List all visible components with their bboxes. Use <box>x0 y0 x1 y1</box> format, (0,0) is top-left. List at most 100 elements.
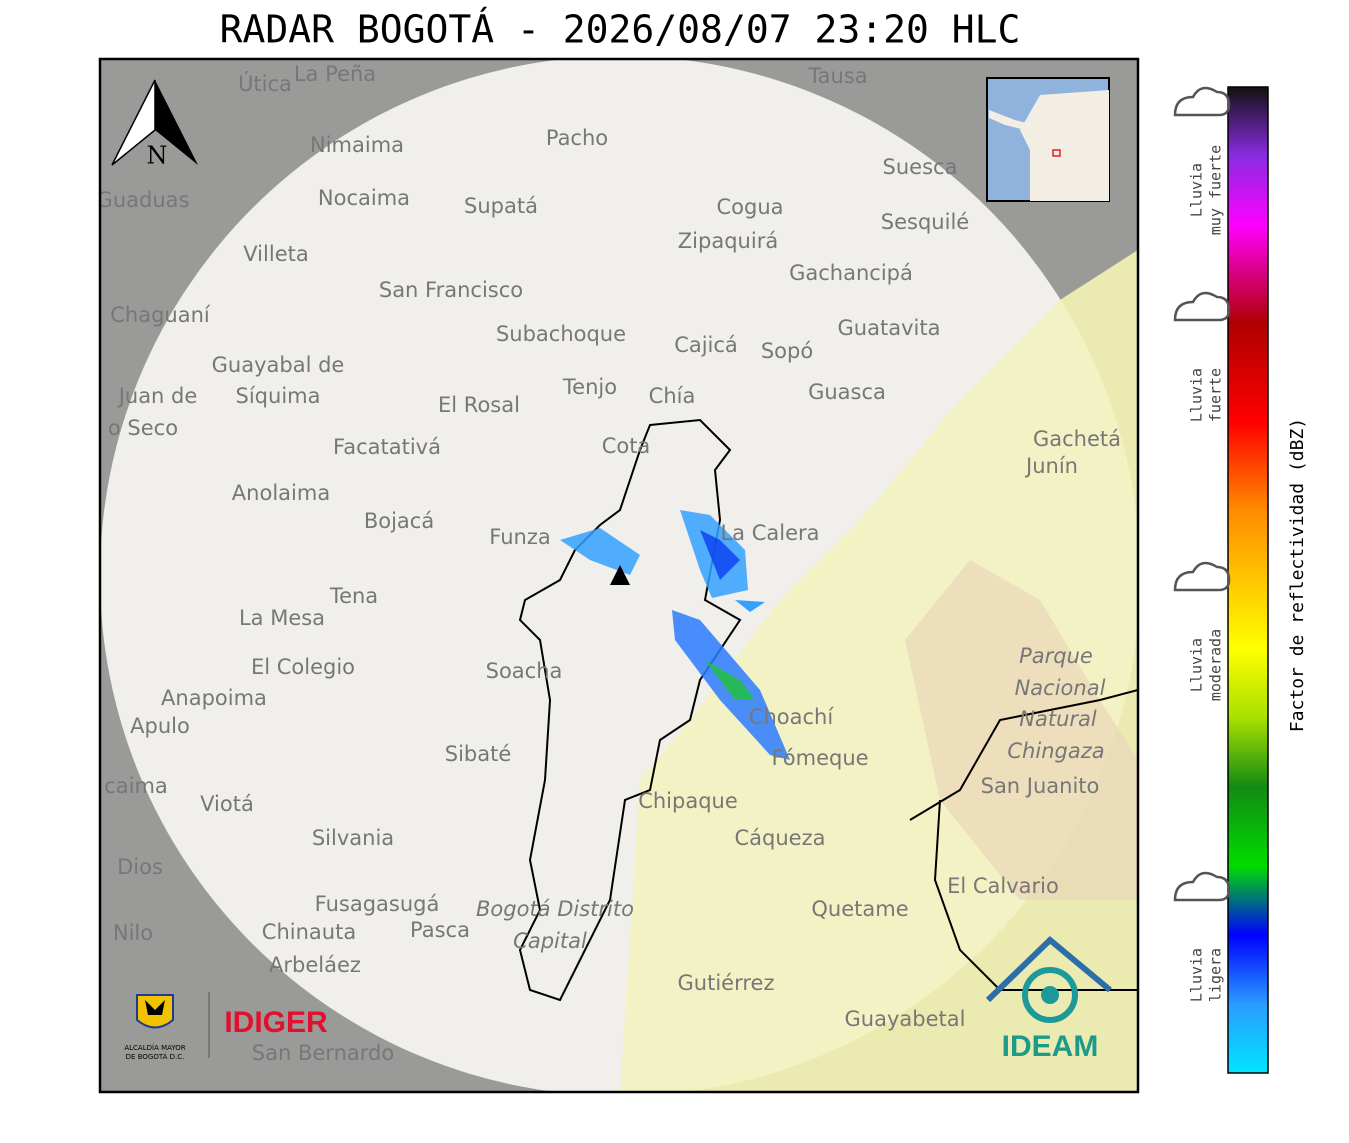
place-label: Funza <box>489 525 550 549</box>
place-label: Sibaté <box>445 742 512 766</box>
logo-text: ALCALDÍA MAYOR <box>124 1043 185 1052</box>
intensity-label: Lluvia <box>1188 948 1206 1002</box>
logo-text: DE BOGOTÁ D.C. <box>126 1052 185 1061</box>
place-label: Tenjo <box>562 375 617 399</box>
intensity-label: Lluvia <box>1188 638 1206 692</box>
place-label: El Rosal <box>438 393 520 417</box>
intensity-label: fuerte <box>1207 368 1225 422</box>
place-label: Guayabal de <box>212 353 345 377</box>
place-label: Soacha <box>486 659 563 683</box>
place-label: Nilo <box>113 921 153 945</box>
place-label: Guasca <box>808 380 886 404</box>
inset-map <box>986 77 1110 202</box>
place-label: Guaduas <box>97 188 190 212</box>
logo-alcaldia: ALCALDÍA MAYOR DE BOGOTÁ D.C. IDIGER <box>124 992 328 1061</box>
intensity-label: Lluvia <box>1188 163 1206 217</box>
place-label: Anolaima <box>232 481 330 505</box>
place-label: La Calera <box>720 521 819 545</box>
place-label: Cáqueza <box>735 826 826 850</box>
map: Útica La Peña Tausa Pacho Nimaima Suesca Guadu… <box>97 59 1138 1092</box>
place-label: Nimaima <box>310 133 404 157</box>
intensity-legend: Lluvia moderada <box>1173 561 1231 701</box>
place-label: San Bernardo <box>252 1041 394 1065</box>
place-label: Chía <box>649 384 696 408</box>
place-label: Dios <box>117 855 163 879</box>
place-label: El Calvario <box>947 874 1059 898</box>
place-label: Arbeláez <box>269 953 361 977</box>
north-arrow: N <box>111 79 198 170</box>
place-label: Bojacá <box>364 509 434 533</box>
intensity-label: Lluvia <box>1188 368 1206 422</box>
place-label: Juan de <box>117 384 198 408</box>
radar-site <box>610 565 630 585</box>
place-label: Tausa <box>807 64 867 88</box>
colorbar <box>1227 86 1269 1074</box>
place-label: El Colegio <box>251 655 355 679</box>
place-label: Parque <box>1019 644 1093 668</box>
place-label: Pacho <box>546 126 608 150</box>
logo-ideam-text: IDEAM <box>1002 1030 1099 1063</box>
place-label: Cogua <box>716 195 783 219</box>
north-label: N <box>147 142 168 170</box>
place-label: Silvania <box>312 826 394 850</box>
title: RADAR BOGOTÁ - 2026/08/07 23:20 HLC <box>220 8 1021 52</box>
place-label: Facatativá <box>333 435 441 459</box>
place-label: Suesca <box>883 155 958 179</box>
place-label: Cajicá <box>674 333 738 357</box>
place-label: Gutiérrez <box>678 971 775 995</box>
place-label: Anapoima <box>161 686 267 710</box>
cloud-icon <box>1173 871 1231 902</box>
place-label: Villeta <box>243 242 308 266</box>
place-label: Nacional <box>1015 676 1106 700</box>
place-label: Junín <box>1024 454 1078 478</box>
place-label: Tena <box>329 584 378 608</box>
intensity-legend: Lluvia fuerte <box>1173 291 1231 422</box>
place-label: Capital <box>513 929 587 953</box>
cloud-icon <box>1173 291 1231 322</box>
place-label: Apulo <box>130 714 190 738</box>
place-label: Nocaima <box>318 186 410 210</box>
place-label: Bogotá Distrito <box>476 897 634 921</box>
place-label: Útica <box>238 71 292 96</box>
place-label: Quetame <box>811 897 908 921</box>
place-label: Sesquilé <box>881 210 969 234</box>
place-label: Zipaquirá <box>678 229 778 253</box>
place-label: Chingaza <box>1007 739 1104 763</box>
intensity-label: moderada <box>1207 629 1225 701</box>
place-label: Guatavita <box>838 316 941 340</box>
map-frame <box>98 57 1140 1094</box>
place-label: Viotá <box>200 792 254 816</box>
logo-ideam: IDEAM <box>985 935 1112 1063</box>
place-label: Gachetá <box>1033 427 1121 451</box>
place-label: Chipaque <box>638 789 738 813</box>
intensity-legend: Lluvia muy fuerte <box>1173 86 1231 235</box>
place-label: Síquima <box>236 384 321 408</box>
place-label: o Seco <box>108 416 178 440</box>
radar-echoes <box>560 510 790 760</box>
place-label: Natural <box>1019 707 1097 731</box>
place-label: Chaguaní <box>110 303 211 327</box>
place-label: Subachoque <box>496 322 626 346</box>
place-label: Chinauta <box>262 920 356 944</box>
intensity-label: ligera <box>1207 948 1225 1002</box>
place-label: Cota <box>602 434 651 458</box>
place-label: Fusagasugá <box>315 892 440 916</box>
cloud-icon <box>1173 86 1231 117</box>
place-label: San Juanito <box>981 774 1100 798</box>
place-label: La Peña <box>294 62 376 86</box>
place-label: Pasca <box>410 918 470 942</box>
intensity-legend: Lluvia ligera <box>1173 871 1231 1002</box>
place-label: Sopó <box>761 339 813 363</box>
place-label: caima <box>104 774 168 798</box>
place-label: Choachí <box>749 705 835 729</box>
logo-idiger: IDIGER <box>224 1006 328 1039</box>
place-label: Supatá <box>464 194 538 218</box>
place-label: San Francisco <box>379 278 523 302</box>
colorbar-label: Factor de reflectividad (dBZ) <box>1287 418 1308 732</box>
place-label: Fómeque <box>771 746 868 770</box>
cloud-icon <box>1173 561 1231 592</box>
place-label: Gachancipá <box>789 261 913 285</box>
place-label: La Mesa <box>239 606 325 630</box>
intensity-label: muy fuerte <box>1207 145 1225 235</box>
